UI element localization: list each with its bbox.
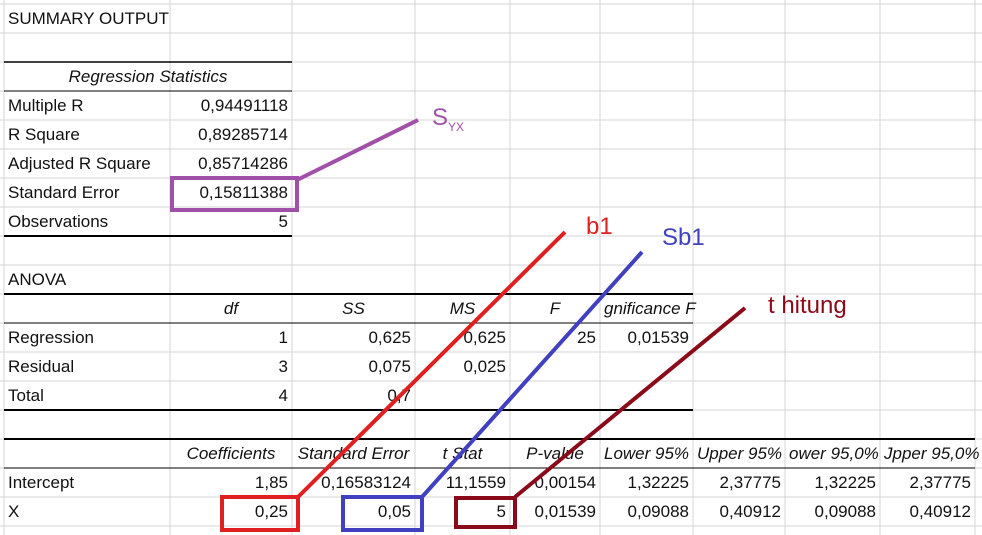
cell: 0,01539 — [534, 502, 596, 521]
cell: Standard Error — [297, 444, 410, 463]
annotation-text: S — [432, 104, 449, 131]
annotation-syx: SYX — [432, 104, 464, 134]
cell: 5 — [278, 212, 288, 231]
cell: Upper 95% — [697, 444, 783, 463]
cell: Coefficients — [186, 444, 276, 463]
cell: df — [223, 299, 239, 318]
cell: Intercept — [8, 473, 75, 492]
cell: 0,01539 — [627, 328, 689, 347]
highlight-box — [454, 496, 517, 529]
annotation-subscript: YX — [448, 119, 465, 134]
cell: 25 — [577, 328, 596, 347]
cell: 1,85 — [254, 473, 288, 492]
cell: 0,94491118 — [200, 96, 288, 115]
cell: P-value — [526, 444, 584, 463]
highlight-box — [170, 176, 299, 212]
cell: Jpper 95,0% — [884, 444, 980, 463]
pointer-line — [296, 230, 567, 499]
cell: 0,16583124 — [321, 473, 411, 492]
cell: Observations — [8, 212, 109, 231]
cell: 1,32225 — [814, 473, 876, 492]
cell: 2,37775 — [719, 473, 781, 492]
cell: 0,00154 — [534, 473, 596, 492]
cell: F — [549, 299, 561, 318]
cell: 0,025 — [463, 357, 506, 376]
annotation-sb1: Sb1 — [662, 224, 705, 251]
cell: Regression Statistics — [68, 67, 228, 86]
cell: 0,15811388 — [199, 183, 288, 202]
highlight-box — [220, 495, 300, 532]
cell: Lower 95% — [604, 444, 690, 463]
cell: 0,09088 — [627, 502, 689, 521]
cell: SS — [342, 299, 365, 318]
cell: Residual — [8, 357, 75, 376]
annotation-b1: b1 — [586, 213, 613, 240]
cell: gnificance F — [604, 299, 696, 318]
cell: 0,40912 — [909, 502, 971, 521]
pointer-line — [513, 306, 747, 499]
pointer-line — [420, 250, 644, 499]
cell: 11,1559 — [445, 473, 506, 492]
cell: X — [8, 502, 20, 521]
cell: Standard Error — [8, 183, 120, 202]
cell: 2,37775 — [909, 473, 971, 492]
cell: 0,40912 — [719, 502, 781, 521]
cell: 5 — [496, 502, 506, 521]
cell: 0,09088 — [814, 502, 876, 521]
cell: 0,625 — [368, 328, 411, 347]
cell: MS — [449, 299, 476, 318]
cell: Total — [8, 386, 44, 405]
cell: 0,89285714 — [198, 125, 288, 144]
cell: 1,32225 — [627, 473, 689, 492]
cell: Multiple R — [8, 96, 84, 115]
cell: ower 95,0% — [789, 444, 879, 463]
cell: 0,625 — [463, 328, 506, 347]
cell: ANOVA — [8, 270, 67, 289]
cell: 0,25 — [254, 502, 288, 521]
cell: 3 — [278, 357, 288, 376]
cell: R Square — [8, 125, 80, 144]
cell: Regression — [8, 328, 94, 347]
cell: Adjusted R Square — [8, 154, 151, 173]
pointer-line — [296, 118, 419, 182]
cell: 0,85714286 — [198, 154, 288, 173]
annotation-t-hitung: t hitung — [768, 292, 847, 319]
cell: 1 — [278, 328, 288, 347]
highlight-box — [341, 495, 424, 532]
cell: SUMMARY OUTPUT — [8, 9, 169, 28]
cell: 4 — [278, 386, 288, 405]
cell: 0,075 — [368, 357, 411, 376]
cell: 0,05 — [377, 502, 411, 521]
